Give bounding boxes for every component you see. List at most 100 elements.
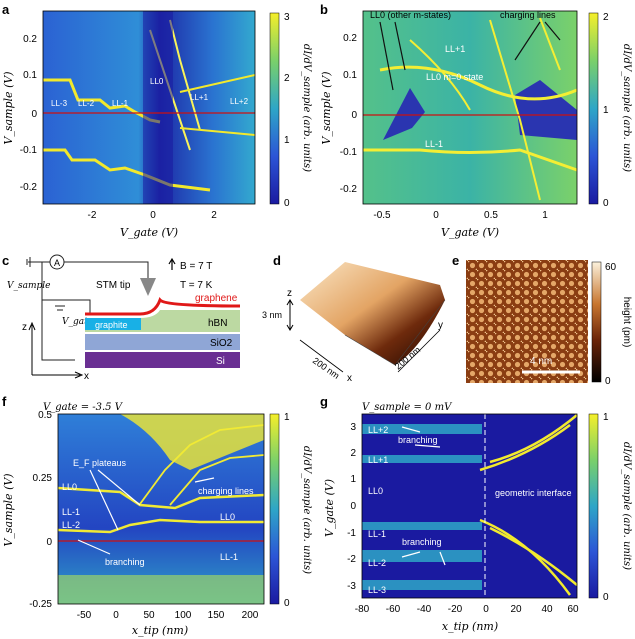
annotation-f-5: branching [105,557,145,567]
circuit [26,254,149,361]
cbar-b-tick-1: 1 [603,105,609,116]
curve-g-4 [489,526,578,586]
xlabel-g: x_tip (nm) [442,620,498,633]
panel-a: a LL-3 LL-2 LL-1 LL0 LL+1 LL+2 0.2 0.1 0… [2,2,312,239]
graphite-layer [85,318,141,330]
annotation-g-5: LL-1 [368,529,386,539]
panel-f-frame [57,413,265,605]
scalebar-label: 4 nm [530,356,552,367]
xtick-f-5: 200 [242,610,259,621]
ytick-a-1: 0.1 [23,70,37,81]
band-g-llp2 [362,424,482,434]
ytick-a-2: 0 [31,109,37,120]
atomic-lattice [466,260,588,383]
annotation-g-6: branching [402,537,442,547]
temperature-label: T = 7 K [180,280,213,291]
xtick-f-0: -50 [77,610,92,621]
sio2-label: SiO2 [210,338,233,349]
cbar-e-label: height (pm) [621,297,632,348]
band-right [179,74,256,93]
annotation-f-3: LL-1 [62,507,80,517]
ll-label-a-1: LL-2 [78,99,95,108]
xtick-f-3: 100 [175,610,192,621]
ylabel-f: V_sample (V) [2,473,15,546]
panel-letter-g: g [320,394,328,409]
annotation-g-4: geometric interface [495,488,572,498]
annotation-b-1: charging lines [500,10,556,20]
arrow-b-1 [379,21,394,91]
xlabel-f: x_tip (nm) [132,624,188,637]
xtick-a-1: 0 [150,210,156,221]
band-b-lower [363,148,578,172]
panel-g-curves [479,414,578,596]
panel-f-bright-top [120,414,264,470]
cbar-a-tick-1: 2 [284,73,290,84]
panel-b-frame [362,10,578,205]
battery-sample [26,257,35,267]
panel-g-arrows [401,426,446,566]
surface-3d [300,262,445,365]
ytick-a-4: -0.2 [20,182,38,193]
charging-f-1 [139,424,265,505]
panel-letter-e: e [452,253,459,268]
colorbar-g [588,413,599,599]
band-b-diag [409,39,471,111]
surface-edge [344,299,446,366]
band-b-upper [379,65,578,101]
panel-letter-c: c [2,253,9,268]
ll-label-a-2: LL-1 [112,99,129,108]
title-f: V_gate = -3.5 V [43,402,124,413]
xtick-b-1: 0 [433,210,439,221]
xtick-g-7: 60 [567,604,579,615]
annotation-b-4: LL-1 [425,139,443,149]
v-gate-label: V_gate [62,317,93,327]
annotation-g-8: LL-3 [368,585,386,595]
panel-d: d z 3 nm y x 200 nm 200 nm [262,253,446,384]
curve-g-2 [489,414,578,464]
axis-x-label: x [84,371,89,382]
band-f-2 [57,518,264,534]
axis-d-y: y [438,320,443,331]
graphite-label: graphite [95,320,128,330]
xlabel-b: V_gate (V) [441,226,499,239]
ylabel-g: V_gate (V) [323,479,336,537]
cbar-f-tick-1: 0 [284,598,290,609]
graphene-layer [85,297,241,316]
xtick-f-1: 0 [113,610,119,621]
cbar-a-label: dI/dV_sample (arb. units) [301,44,312,172]
ammeter-label: A [54,258,60,268]
xtick-b-3: 1 [542,210,548,221]
annotation-b-3: LL0 m=0 state [426,72,483,82]
xtick-a-2: 2 [211,210,217,221]
band-g-llm3 [362,580,482,590]
ytick-f-2: 0 [46,537,52,548]
annotation-f-2: LL0 [62,482,77,492]
ytick-g-3: 0 [350,501,356,512]
annotation-g-7: LL-2 [368,558,386,568]
xtick-g-5: 20 [510,604,522,615]
stm-tip-shape [140,278,156,296]
panel-b-dark-left [383,88,425,140]
ytick-f-1: 0.25 [33,473,53,484]
ytick-b-4: -0.2 [340,184,358,195]
charging-b1 [489,19,541,201]
cbar-f-label: dI/dV_sample (arb. units) [301,446,312,574]
arrow-g-4 [439,551,446,566]
annotation-f-7: LL-1 [220,552,238,562]
panel-f-arrows [77,469,215,555]
xtick-g-4: 0 [483,604,489,615]
sio2-layer [85,334,240,350]
colorbar-b [588,12,599,205]
ll-label-a-4: LL+1 [190,93,209,102]
ytick-b-1: 0.1 [343,70,357,81]
panel-c: c A V_sample V_gate STM tip B = 7 T T = … [2,253,241,382]
annotation-g-0: LL+2 [368,425,388,435]
field-arrow [168,257,176,270]
colorbar-a [269,12,280,205]
panel-a-frame [42,10,256,205]
wire-4 [42,299,91,313]
panel-letter-a: a [2,2,10,17]
arrow-b-2 [394,21,406,71]
panel-g-frame [361,413,578,599]
